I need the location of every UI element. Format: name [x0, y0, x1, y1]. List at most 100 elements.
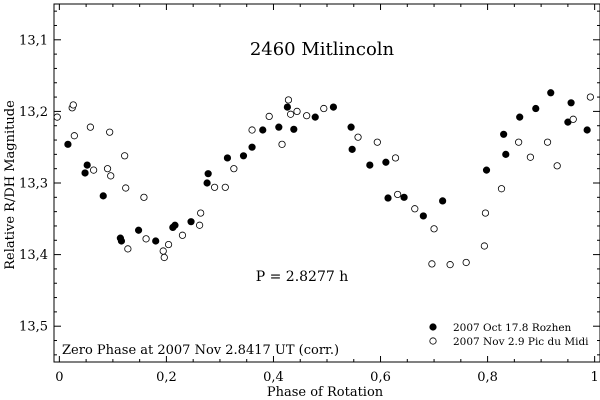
data-point-pic-du-midi: [481, 209, 490, 217]
data-point-rozhen: [152, 237, 160, 245]
data-point-pic-du-midi: [248, 126, 256, 134]
data-point-pic-du-midi: [106, 128, 114, 136]
y-tick-label: 13,2: [19, 105, 48, 120]
data-point-pic-du-midi: [497, 185, 506, 193]
data-point-pic-du-midi: [142, 235, 150, 243]
data-point-pic-du-midi: [196, 221, 204, 229]
legend: 2007 Oct 17.8 Rozhen 2007 Nov 2.9 Pic du…: [429, 322, 589, 348]
period-annotation: P = 2.8277 h: [256, 269, 349, 285]
legend-marker-rozhen: [429, 323, 437, 331]
data-point-rozhen: [239, 152, 248, 160]
y-tick-label: 13,4: [19, 248, 48, 263]
data-point-pic-du-midi: [515, 138, 523, 146]
y-tick-label: 13,5: [19, 320, 48, 335]
data-point-pic-du-midi: [164, 240, 173, 249]
data-point-pic-du-midi: [293, 107, 301, 116]
data-point-pic-du-midi: [53, 113, 61, 121]
x-tick-label: 0: [55, 370, 63, 385]
y-tick-label: 13,1: [19, 33, 48, 48]
plot-frame: [53, 3, 600, 363]
data-point-pic-du-midi: [107, 172, 115, 180]
data-point-pic-du-midi: [90, 166, 98, 174]
data-point-pic-du-midi: [320, 104, 328, 113]
data-point-pic-du-midi: [569, 115, 577, 123]
data-point-rozhen: [187, 218, 195, 226]
data-point-rozhen: [311, 113, 319, 121]
data-point-pic-du-midi: [303, 112, 311, 120]
data-point-pic-du-midi: [70, 132, 78, 140]
data-point-rozhen: [223, 154, 232, 162]
data-point-pic-du-midi: [430, 225, 438, 233]
data-point-pic-du-midi: [284, 96, 293, 104]
data-point-rozhen: [64, 140, 72, 148]
data-point-rozhen: [347, 123, 355, 131]
x-tick-label: 0,2: [156, 370, 177, 385]
data-point-pic-du-midi: [86, 123, 95, 131]
x-tick-label: 0,8: [477, 370, 498, 385]
data-point-rozhen: [382, 158, 390, 166]
data-point-rozhen: [329, 103, 338, 111]
data-point-rozhen: [400, 193, 408, 201]
data-point-rozhen: [384, 194, 392, 202]
data-point-rozhen: [259, 126, 267, 134]
data-point-pic-du-midi: [178, 231, 187, 239]
data-point-rozhen: [419, 212, 427, 220]
data-point-pic-du-midi: [121, 152, 129, 160]
data-point-pic-du-midi: [197, 209, 205, 217]
data-point-rozhen: [283, 103, 291, 111]
data-point-rozhen: [366, 161, 374, 169]
data-point-rozhen: [83, 161, 91, 169]
data-point-pic-du-midi: [462, 258, 470, 267]
data-point-pic-du-midi: [278, 140, 286, 148]
data-point-rozhen: [583, 126, 591, 134]
legend-label-pic-du-midi: 2007 Nov 2.9 Pic du Midi: [453, 336, 589, 348]
data-point-pic-du-midi: [391, 154, 400, 162]
data-point-pic-du-midi: [480, 242, 488, 250]
data-point-rozhen: [81, 169, 89, 177]
data-point-pic-du-midi: [230, 165, 238, 173]
data-point-pic-du-midi: [526, 153, 535, 161]
data-point-rozhen: [502, 150, 510, 158]
data-point-pic-du-midi: [286, 110, 295, 118]
data-point-pic-du-midi: [446, 261, 454, 269]
data-point-pic-du-midi: [411, 205, 419, 213]
data-point-pic-du-midi: [265, 112, 273, 121]
data-point-rozhen: [532, 104, 540, 113]
data-point-pic-du-midi: [221, 183, 229, 191]
legend-label-rozhen: 2007 Oct 17.8 Rozhen: [453, 322, 572, 334]
data-point-rozhen: [547, 89, 555, 97]
data-point-rozhen: [248, 143, 256, 151]
chart-title: 2460 Mitlincoln: [250, 39, 395, 60]
data-point-rozhen: [171, 221, 179, 229]
data-point-rozhen: [117, 237, 126, 245]
data-point-rozhen: [439, 197, 447, 205]
y-tick-label: 13,3: [19, 177, 48, 192]
data-point-pic-du-midi: [122, 184, 130, 192]
x-tick-label: 1: [591, 370, 599, 385]
x-tick-label: 0,4: [263, 370, 284, 385]
data-point-pic-du-midi: [140, 193, 148, 201]
x-axis-label: Phase of Rotation: [267, 385, 384, 400]
data-point-rozhen: [567, 99, 575, 107]
data-point-pic-du-midi: [124, 245, 132, 253]
data-point-rozhen: [134, 226, 143, 234]
data-point-pic-du-midi: [373, 138, 381, 146]
data-point-rozhen: [348, 145, 356, 153]
data-point-rozhen: [275, 123, 283, 131]
data-point-rozhen: [99, 192, 107, 200]
data-point-pic-du-midi: [69, 101, 77, 109]
data-point-pic-du-midi: [159, 247, 167, 255]
data-point-rozhen: [482, 166, 491, 174]
data-point-rozhen: [203, 179, 211, 187]
data-point-pic-du-midi: [354, 133, 362, 141]
data-point-pic-du-midi: [586, 93, 594, 101]
zero-phase-annotation: Zero Phase at 2007 Nov 2.8417 UT (corr.): [62, 343, 339, 358]
x-tick-label: 0,6: [370, 370, 391, 385]
data-point-rozhen: [500, 130, 508, 138]
data-point-pic-du-midi: [394, 190, 402, 199]
data-point-pic-du-midi: [543, 138, 552, 146]
y-axis-label: Relative R/DH Magnitude: [3, 100, 18, 270]
data-point-pic-du-midi: [553, 162, 561, 170]
data-point-rozhen: [516, 113, 524, 121]
